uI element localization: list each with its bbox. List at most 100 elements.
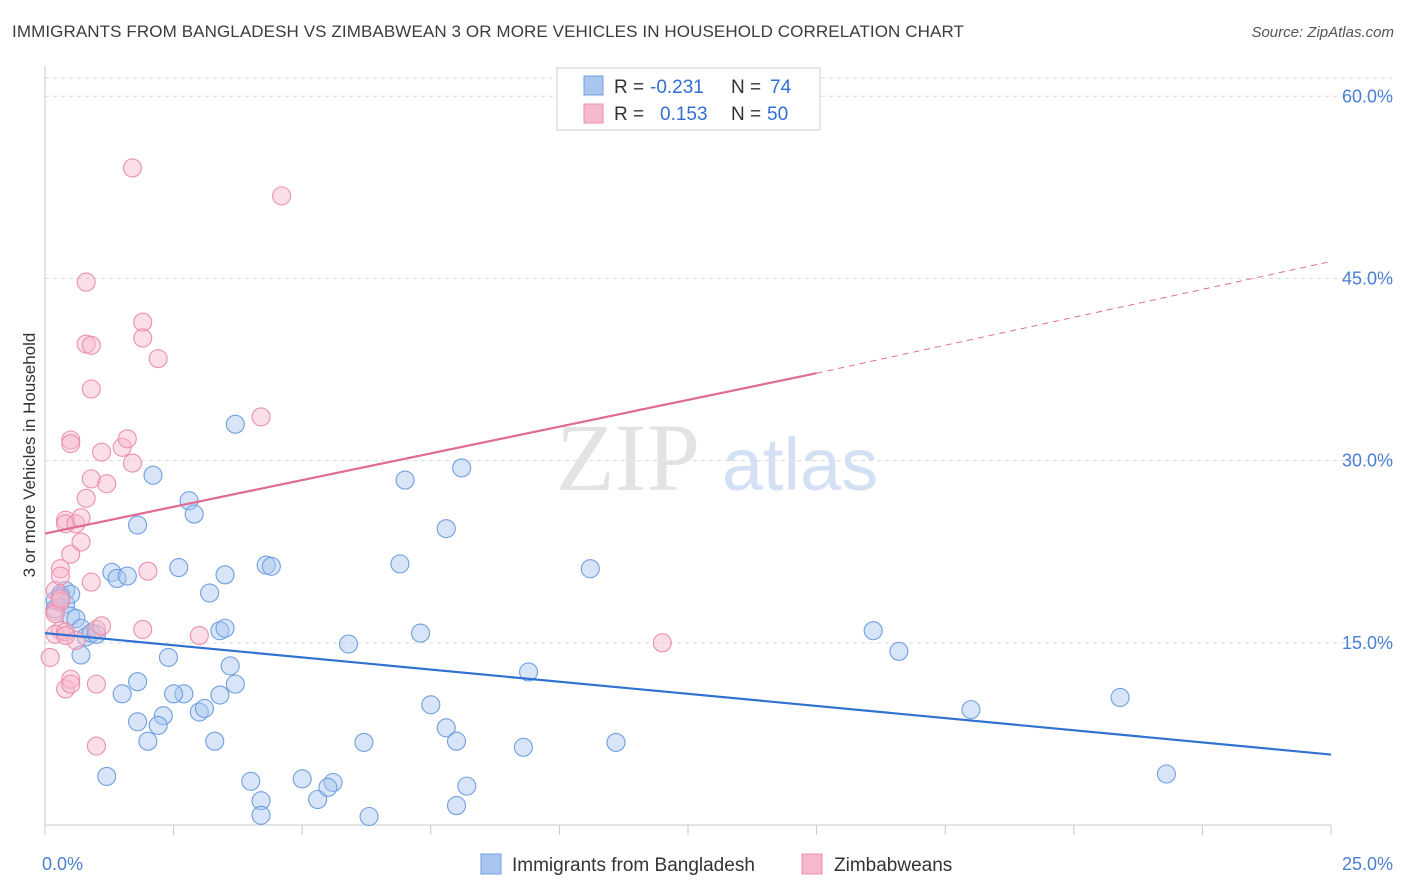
bangladesh-point-30: [153, 706, 173, 726]
bangladesh-point-56: [436, 519, 456, 539]
trendlines: [44, 260, 1332, 756]
bottom-legend-swatch-pink: [801, 853, 823, 875]
zimbabwean-point-24: [81, 335, 101, 355]
bangladesh-point-50: [338, 634, 359, 654]
bangladesh-point-25: [158, 647, 179, 667]
zimbabwean-point-15: [61, 434, 81, 454]
y-axis-label: 3 or more Vehicles in Household: [20, 333, 39, 578]
bangladesh-point-26: [220, 656, 240, 676]
zimbabwean-point-41: [251, 407, 271, 427]
legend-n-value-1: 74: [770, 77, 792, 98]
bottom-legend-swatch-blue: [480, 853, 502, 875]
zimbabwean-point-33: [122, 453, 142, 473]
bangladesh-point-23: [210, 621, 230, 641]
zimbabwean-point-0: [40, 647, 60, 667]
bangladesh-point-45: [251, 805, 271, 825]
bangladesh-point-24: [215, 618, 235, 638]
series-bangladesh-points: [45, 414, 1176, 827]
zimbabwean-point-40: [189, 625, 209, 646]
zimbabwean-point-38: [133, 619, 153, 640]
zimbabwean-point-8: [61, 669, 81, 689]
bangladesh-point-39: [138, 731, 158, 751]
bangladesh-point-58: [436, 718, 456, 738]
bangladesh-point-60: [446, 731, 467, 751]
bangladesh-point-44: [251, 791, 271, 811]
bangladesh-point-12: [102, 562, 122, 582]
stats-legend: R = -0.231 N = 74 R = 0.153 N = 50: [556, 67, 821, 131]
legend-r-value-1: -0.231: [650, 77, 704, 98]
zimbabwean-point-43: [652, 633, 672, 653]
zimbabwean-point-37: [148, 349, 168, 369]
bangladesh-point-68: [889, 641, 909, 661]
bangladesh-point-14: [117, 566, 137, 586]
source-label: Source: ZipAtlas.com: [1251, 24, 1394, 41]
bangladesh-point-49: [318, 777, 338, 797]
legend-r-label-1: R =: [614, 77, 644, 98]
grid-lines: [45, 77, 1392, 644]
zimbabwean-point-36: [133, 328, 153, 348]
bangladesh-point-9: [71, 645, 91, 665]
bangladesh-point-37: [225, 674, 245, 694]
zimbabwean-point-11: [50, 566, 70, 586]
zimbabwean-point-28: [86, 736, 106, 756]
watermark-atlas: atlas: [722, 423, 878, 506]
watermark-zip: ZIP: [556, 404, 700, 511]
zimbabwean-point-34: [122, 158, 142, 178]
zimbabwean-point-35: [133, 312, 153, 332]
bangladesh-point-20: [169, 557, 189, 578]
bangladesh-point-31: [148, 715, 168, 735]
zimbabwean-point-16: [61, 544, 81, 564]
y-tick-labels: 15.0% 30.0% 45.0% 60.0%: [1342, 86, 1393, 653]
x-tick-labels: 0.0% 25.0%: [42, 854, 1393, 874]
bangladesh-point-59: [421, 695, 441, 715]
bangladesh-point-18: [184, 504, 204, 524]
trendline-0: [44, 632, 1332, 756]
legend-swatch-pink: [583, 103, 604, 124]
bangladesh-point-22: [200, 583, 220, 603]
zimbabwean-point-30: [92, 442, 112, 462]
bangladesh-point-16: [143, 465, 163, 485]
bangladesh-point-43: [241, 771, 261, 791]
trendline-1: [44, 372, 817, 535]
zimbabwean-point-10: [50, 559, 70, 579]
bangladesh-point-28: [112, 684, 132, 704]
bangladesh-point-71: [1156, 764, 1176, 784]
bangladesh-point-27: [128, 672, 148, 692]
x-tick-label-1: 25.0%: [1342, 854, 1393, 874]
zimbabwean-point-39: [138, 561, 158, 581]
zimbabwean-point-22: [81, 379, 101, 399]
zimbabwean-point-29: [97, 474, 117, 494]
bangladesh-point-40: [97, 766, 117, 786]
y-tick-label-0: 15.0%: [1342, 633, 1393, 653]
bangladesh-point-21: [215, 565, 235, 585]
bangladesh-point-15: [128, 515, 148, 535]
bangladesh-point-35: [194, 698, 215, 718]
series-zimbabweans-points: [40, 158, 672, 756]
zimbabwean-point-21: [81, 469, 101, 489]
zimbabwean-point-19: [71, 532, 91, 552]
bangladesh-point-61: [446, 796, 467, 816]
bangladesh-point-54: [390, 554, 410, 574]
legend-r-value-2: 0.153: [660, 104, 708, 125]
bottom-legend-label-blue: Immigrants from Bangladesh: [512, 855, 755, 876]
series-legend: Immigrants from Bangladesh Zimbabweans: [480, 853, 952, 876]
bangladesh-point-69: [961, 700, 981, 720]
zimbabwean-point-25: [76, 272, 96, 292]
bangladesh-point-52: [359, 806, 379, 827]
legend-r-label-2: R =: [614, 104, 644, 125]
bangladesh-point-6: [66, 608, 86, 629]
bangladesh-point-66: [606, 732, 626, 752]
zimbabwean-point-32: [117, 429, 137, 449]
axes: [44, 66, 1332, 835]
bangladesh-point-33: [164, 684, 184, 704]
bangladesh-point-19: [225, 414, 245, 434]
zimbabwean-point-9: [61, 674, 81, 694]
bangladesh-point-29: [128, 712, 148, 732]
zimbabwean-point-42: [272, 186, 292, 206]
bangladesh-point-51: [354, 732, 374, 752]
bangladesh-point-67: [863, 621, 883, 641]
bangladesh-point-55: [410, 623, 431, 643]
bangladesh-point-38: [205, 731, 225, 751]
zimbabwean-point-20: [76, 488, 96, 508]
